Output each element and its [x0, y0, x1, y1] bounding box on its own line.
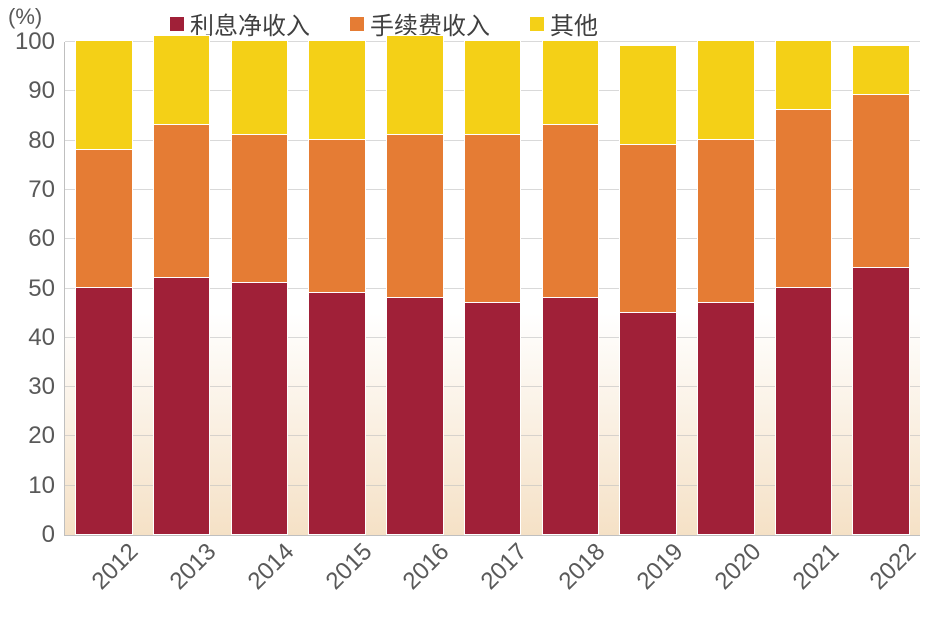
bar-slot [143, 42, 221, 535]
stacked-bar [775, 40, 833, 535]
x-label-slot: 2015 [297, 540, 375, 610]
bar-segment-other [620, 46, 676, 145]
stacked-bar [153, 35, 211, 535]
bar-segment-other [232, 41, 288, 135]
y-tick-label: 10 [28, 472, 55, 500]
bar-segment-other [154, 36, 210, 125]
bar-segment-other [76, 41, 132, 150]
y-tick-label: 0 [42, 521, 55, 549]
bar-segment-fee_income [387, 135, 443, 298]
bars-container [65, 42, 920, 535]
x-label-slot: 2012 [64, 540, 142, 610]
bar-segment-net_interest [154, 278, 210, 535]
bar-segment-other [776, 41, 832, 110]
stacked-bar [542, 40, 600, 535]
bar-segment-net_interest [387, 298, 443, 535]
stacked-bar [308, 40, 366, 535]
x-tick-label: 2015 [320, 538, 378, 596]
bar-segment-net_interest [620, 313, 676, 535]
bar-slot [687, 42, 765, 535]
bar-segment-fee_income [698, 140, 754, 303]
bar-slot [609, 42, 687, 535]
bar-slot [220, 42, 298, 535]
legend-item-other: 其他 [530, 6, 598, 41]
bar-slot [454, 42, 532, 535]
bar-slot [842, 42, 920, 535]
bar-slot [765, 42, 843, 535]
chart-legend: 利息净收入 手续费收入 其他 [170, 6, 598, 41]
x-tick-label: 2021 [787, 538, 845, 596]
x-tick-label: 2018 [554, 538, 612, 596]
x-tick-label: 2014 [242, 538, 300, 596]
x-axis-labels: 2012 2013 2014 2015 2016 2017 2018 2019 2020 2021… [64, 540, 920, 610]
bar-segment-fee_income [309, 140, 365, 293]
bar-slot [65, 42, 143, 535]
plot-area: 0102030405060708090100 [64, 42, 920, 536]
x-label-slot: 2021 [764, 540, 842, 610]
x-label-slot: 2022 [842, 540, 920, 610]
y-tick-label: 30 [28, 373, 55, 401]
bar-segment-net_interest [853, 268, 909, 535]
y-tick-label: 20 [28, 422, 55, 450]
y-tick-label: 50 [28, 275, 55, 303]
x-tick-label: 2012 [87, 538, 145, 596]
bar-segment-fee_income [853, 95, 909, 268]
stacked-bar [464, 40, 522, 535]
x-tick-label: 2017 [476, 538, 534, 596]
stacked-bar [386, 35, 444, 535]
stacked-bar [231, 40, 289, 535]
legend-label: 其他 [550, 6, 598, 41]
stacked-bar [619, 45, 677, 535]
bar-segment-other [543, 41, 599, 125]
y-tick-label: 100 [15, 28, 55, 56]
bar-segment-fee_income [232, 135, 288, 283]
bar-slot [298, 42, 376, 535]
y-tick-label: 60 [28, 225, 55, 253]
bar-segment-net_interest [776, 288, 832, 535]
x-label-slot: 2018 [531, 540, 609, 610]
bar-segment-other [465, 41, 521, 135]
x-label-slot: 2013 [142, 540, 220, 610]
x-label-slot: 2020 [687, 540, 765, 610]
bar-segment-net_interest [698, 303, 754, 535]
stacked-bar [852, 45, 910, 535]
x-label-slot: 2016 [375, 540, 453, 610]
bar-segment-other [698, 41, 754, 140]
x-label-slot: 2019 [609, 540, 687, 610]
bar-segment-net_interest [309, 293, 365, 535]
y-tick-label: 90 [28, 77, 55, 105]
bar-slot [376, 42, 454, 535]
stacked-bar [697, 40, 755, 535]
y-tick-label: 70 [28, 176, 55, 204]
y-tick-label: 40 [28, 324, 55, 352]
bar-segment-fee_income [465, 135, 521, 303]
x-label-slot: 2017 [453, 540, 531, 610]
bar-segment-fee_income [154, 125, 210, 278]
legend-swatch-fee-income [350, 17, 364, 31]
bar-segment-net_interest [76, 288, 132, 535]
x-tick-label: 2016 [398, 538, 456, 596]
stacked-bar [75, 40, 133, 535]
x-label-slot: 2014 [220, 540, 298, 610]
bar-segment-net_interest [465, 303, 521, 535]
legend-swatch-other [530, 17, 544, 31]
x-tick-label: 2022 [865, 538, 923, 596]
y-axis-unit-label: (%) [8, 4, 42, 30]
bar-segment-other [309, 41, 365, 140]
x-tick-label: 2019 [632, 538, 690, 596]
bar-segment-net_interest [543, 298, 599, 535]
bar-segment-fee_income [76, 150, 132, 288]
x-tick-label: 2013 [165, 538, 223, 596]
bar-segment-fee_income [620, 145, 676, 313]
bar-segment-fee_income [543, 125, 599, 298]
bar-segment-net_interest [232, 283, 288, 535]
bar-slot [531, 42, 609, 535]
x-tick-label: 2020 [709, 538, 767, 596]
income-composition-chart: (%) 利息净收入 手续费收入 其他 010203040506070809010… [0, 0, 930, 621]
y-tick-label: 80 [28, 127, 55, 155]
bar-segment-fee_income [776, 110, 832, 288]
bar-segment-other [387, 36, 443, 135]
legend-swatch-net-interest [170, 17, 184, 31]
bar-segment-other [853, 46, 909, 95]
